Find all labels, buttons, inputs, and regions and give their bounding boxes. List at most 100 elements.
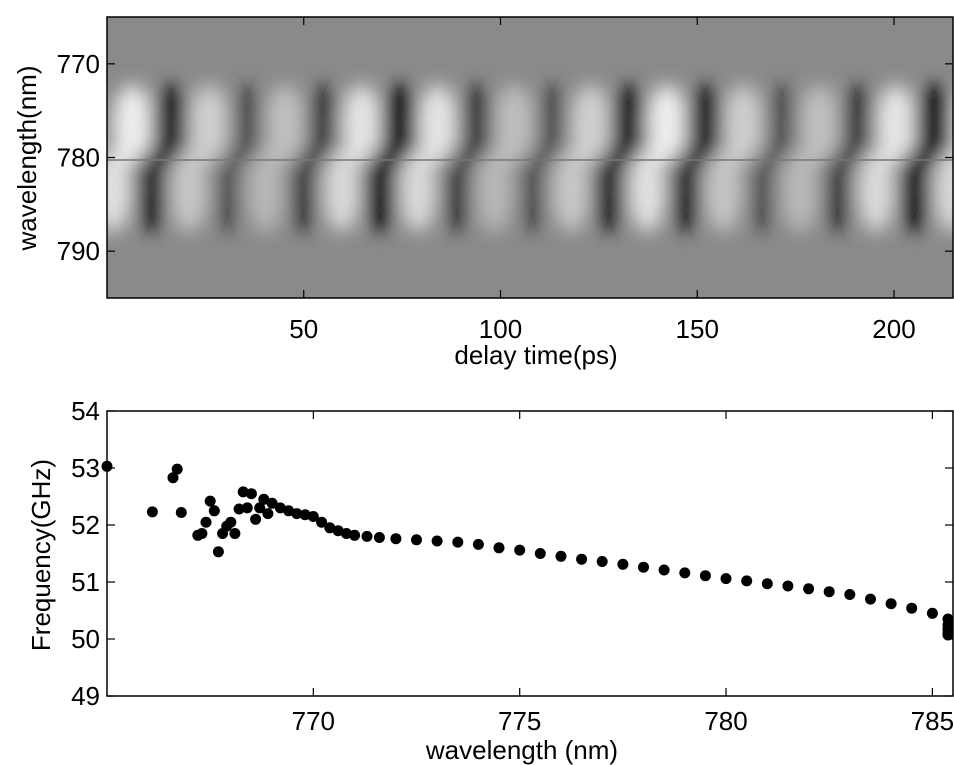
scatter-point [340, 528, 352, 539]
scatter-point [782, 580, 794, 592]
scatter-point [258, 493, 270, 505]
heatmap-dark-lobe [532, 84, 573, 165]
scatter-point [237, 486, 249, 498]
heatmap-dark-lobe [133, 148, 170, 233]
scatter-point [200, 516, 212, 528]
scatter-point [431, 535, 443, 547]
heatmap-x-tick-label: 100 [479, 314, 522, 344]
scatter-point [679, 567, 691, 579]
heatmap-panel: 50 100 150 200 770 780 790 delay time(ps) wav… [12, 16, 954, 370]
scatter-point [212, 546, 224, 558]
scatter-point [865, 593, 876, 605]
scatter-point [254, 502, 266, 514]
scatter-x-tick-label: 780 [704, 706, 747, 736]
scatter-point [167, 472, 179, 484]
scatter-point [175, 507, 187, 518]
scatter-y-tick-label: 51 [71, 567, 100, 597]
scatter-point [262, 508, 274, 520]
heatmap-dark-lobe [914, 84, 953, 165]
scatter-x-tick-label: 785 [911, 706, 954, 736]
scatter-frame [106, 410, 954, 697]
heatmap-dark-lobe [150, 84, 191, 165]
heatmap-x-tick-label: 50 [289, 314, 318, 344]
heatmap-dark-lobe [667, 148, 704, 233]
heatmap-bright-lobe [247, 148, 284, 233]
heatmap-bright-lobe [494, 84, 535, 165]
scatter-point [761, 578, 773, 590]
scatter-point [349, 529, 361, 541]
scatter-point [146, 506, 158, 518]
scatter-point [472, 538, 484, 550]
heatmap-bright-lobe [799, 84, 840, 165]
scatter-point [299, 509, 311, 521]
heatmap-dark-lobe [209, 148, 246, 233]
heatmap-dark-lobe [285, 148, 322, 233]
heatmap-dark-lobe [761, 84, 802, 165]
scatter-point [208, 505, 220, 517]
scatter-y-tick-label: 53 [71, 453, 100, 483]
heatmap-bright-lobe [417, 84, 458, 165]
scatter-x-ticks: 770 775 780 785 [292, 411, 954, 736]
scatter-point [171, 463, 183, 475]
heatmap-dark-lobe [591, 148, 628, 233]
heatmap-bright-lobe [858, 148, 895, 233]
heatmap-bright-lobe [171, 148, 208, 233]
heatmap-bright-lobe [400, 148, 437, 233]
heatmap-pattern [107, 84, 953, 233]
heatmap-dark-lobe [608, 84, 649, 165]
heatmap-x-tick-label: 200 [872, 314, 915, 344]
scatter-point [332, 525, 344, 537]
scatter-point [196, 528, 208, 539]
heatmap-bright-lobe [875, 84, 916, 165]
scatter-point [596, 556, 608, 567]
scatter-point [823, 586, 835, 598]
heatmap-dark-lobe [303, 84, 344, 165]
heatmap-bright-lobe [476, 148, 513, 233]
heatmap-bright-lobe [646, 84, 687, 165]
scatter-point [576, 553, 588, 565]
heatmap-y-axis-title: wavelength(nm) [12, 66, 42, 252]
scatter-point [390, 533, 402, 545]
scatter-point [906, 602, 918, 614]
scatter-x-axis-title: wavelength (nm) [425, 735, 618, 765]
scatter-point [720, 573, 732, 585]
heatmap-y-tick-label: 770 [57, 49, 100, 79]
heatmap-x-ticks: 50 100 150 200 [289, 17, 916, 344]
scatter-x-tick-label: 775 [498, 706, 541, 736]
scatter-point [803, 583, 815, 595]
heatmap-y-tick-label: 780 [57, 143, 100, 173]
heatmap-bright-lobe [265, 84, 306, 165]
heatmap-bright-lobe [188, 84, 229, 165]
scatter-point [324, 522, 336, 534]
scatter-point [658, 564, 670, 576]
heatmap-bright-lobe [629, 148, 666, 233]
scatter-y-ticks: 49 50 51 52 53 54 [71, 396, 953, 711]
scatter-point [926, 607, 938, 619]
scatter-point [241, 502, 253, 514]
scatter-point [411, 534, 422, 546]
scatter-point [741, 575, 753, 587]
scatter-y-axis-title: Frequency(GHz) [26, 459, 56, 651]
scatter-point [274, 502, 286, 514]
scatter-point [885, 598, 897, 610]
heatmap-x-tick-label: 150 [676, 314, 719, 344]
heatmap-y-ticks: 770 780 790 [57, 49, 953, 266]
heatmap-dark-lobe [743, 148, 780, 233]
scatter-y-tick-label: 54 [71, 396, 100, 426]
heatmap-blobs [107, 84, 953, 233]
scatter-point [361, 530, 373, 542]
scatter-y-tick-label: 52 [71, 510, 100, 540]
heatmap-bright-lobe [570, 84, 611, 165]
heatmap-dark-lobe [896, 148, 933, 233]
scatter-point [233, 503, 245, 515]
heatmap-x-axis-title: delay time(ps) [454, 340, 617, 370]
scatter-point [101, 460, 113, 472]
scatter-point [493, 542, 505, 554]
heatmap-bright-lobe [552, 148, 589, 233]
heatmap-y-tick-label: 790 [57, 236, 100, 266]
scatter-point [638, 561, 649, 573]
scatter-point [373, 532, 385, 543]
scatter-y-tick-label: 49 [71, 681, 100, 711]
heatmap-dark-lobe [820, 148, 857, 233]
